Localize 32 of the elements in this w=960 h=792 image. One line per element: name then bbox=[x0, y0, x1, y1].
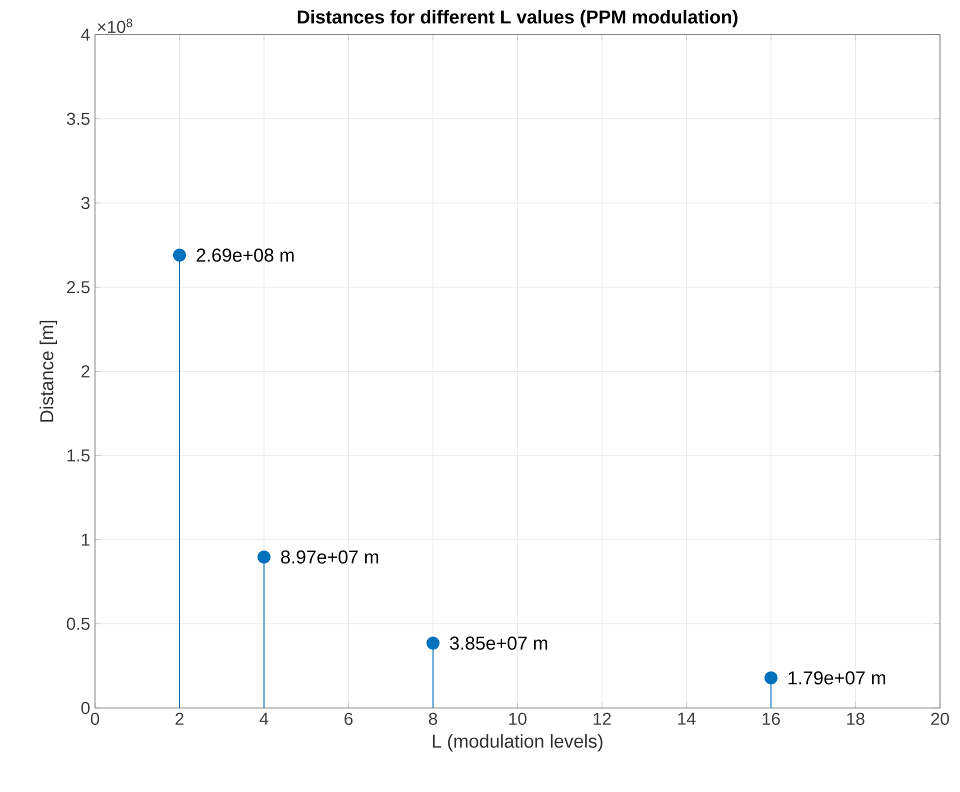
point bbox=[172, 248, 186, 262]
point bbox=[764, 671, 778, 684]
y-tick-label: 0.5 bbox=[66, 618, 90, 630]
x-axis-title: L (modulation levels) bbox=[432, 734, 602, 752]
x-tick-label: 4 bbox=[260, 712, 268, 725]
y-tick-label: 1.5 bbox=[68, 449, 90, 462]
x-tick-label: 18 bbox=[847, 712, 864, 725]
point bbox=[257, 550, 271, 564]
x-tick-label: 20 bbox=[931, 712, 949, 725]
chart-title: Distances for different L values (PPM modulation) bbox=[298, 10, 738, 28]
y-tick-label: 1 bbox=[82, 534, 90, 546]
x-tick-label: 2 bbox=[176, 712, 184, 725]
y-tick-label: 3.5 bbox=[66, 112, 90, 125]
x-tick-label: 16 bbox=[762, 712, 780, 725]
data-label: 3.85e+07 m bbox=[450, 636, 548, 650]
x-tick-label: 0 bbox=[90, 712, 100, 725]
point bbox=[426, 636, 440, 650]
y-tick-label: 2.5 bbox=[67, 281, 90, 294]
y-tick-label: 2 bbox=[82, 365, 90, 378]
text: ×10$^{8}$ bbox=[98, 18, 132, 34]
x-tick-label: 8 bbox=[428, 712, 438, 725]
y-tick-label: 3 bbox=[81, 196, 90, 210]
y-tick-label: 0 bbox=[81, 702, 90, 714]
data-label: 2.69e+08 m bbox=[196, 248, 294, 262]
x-tick-label: 12 bbox=[594, 712, 611, 725]
data-label: 1.79e+07 m bbox=[788, 671, 886, 684]
x-tick-label: 10 bbox=[509, 712, 526, 725]
data-label: 8.97e+07 m bbox=[281, 550, 378, 564]
y-axis-title: Distance [m] bbox=[40, 320, 58, 422]
x-tick-label: 14 bbox=[678, 712, 696, 725]
x-tick-label: 6 bbox=[344, 712, 353, 725]
y-tick-label: 4 bbox=[81, 28, 90, 41]
